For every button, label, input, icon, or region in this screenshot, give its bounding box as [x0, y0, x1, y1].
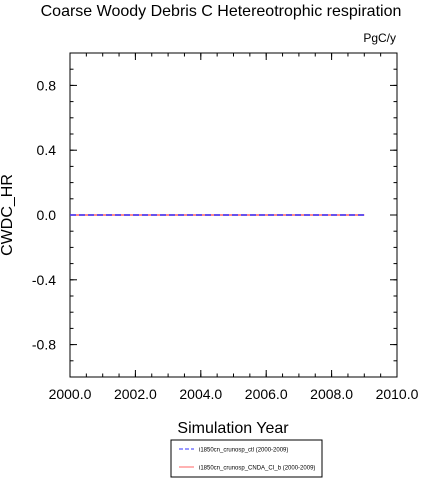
y-tick-label: -0.4 — [32, 272, 56, 288]
y-axis-label: CWDC_HR — [0, 174, 16, 256]
y-tick-label: 0.8 — [37, 77, 57, 93]
x-tick-label: 2000.0 — [49, 386, 92, 402]
chart-title: Coarse Woody Debris C Hetereotrophic res… — [41, 3, 402, 20]
x-tick-label: 2002.0 — [114, 386, 157, 402]
x-tick-label: 2006.0 — [245, 386, 288, 402]
legend-label-1: i1850cn_crunosp_ctl (2000-2009) — [199, 448, 288, 454]
legend — [170, 439, 323, 478]
y-tick-label: 0.0 — [37, 207, 57, 223]
units-label: PgC/y — [363, 31, 396, 45]
legend-label-2: i1850cn_crunosp_CNDA_CI_b (2000-2009) — [199, 466, 315, 472]
y-tick-label: -0.8 — [32, 337, 56, 353]
y-tick-label: 0.4 — [37, 142, 57, 158]
x-tick-label: 2004.0 — [179, 386, 222, 402]
x-tick-label: 2010.0 — [376, 386, 419, 402]
x-tick-label: 2008.0 — [310, 386, 353, 402]
x-axis-label: Simulation Year — [177, 420, 289, 437]
